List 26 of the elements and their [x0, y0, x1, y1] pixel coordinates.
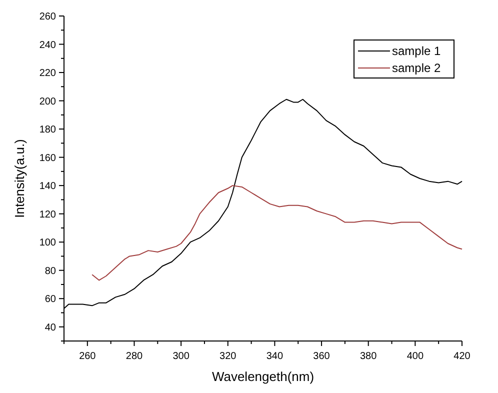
y-tick-label: 100	[39, 238, 56, 249]
x-tick-label: 280	[126, 351, 144, 362]
line-series	[92, 185, 462, 281]
x-tick-label: 360	[313, 351, 330, 362]
y-tick-label: 220	[39, 68, 56, 80]
y-tick-label: 60	[44, 294, 56, 306]
x-tick-label: 380	[360, 351, 378, 362]
y-tick-label: 80	[44, 266, 56, 277]
x-tick-label: 260	[79, 351, 96, 362]
y-tick-label: 40	[44, 322, 56, 334]
x-tick-label: 400	[406, 351, 424, 362]
x-tick-label: 340	[266, 351, 284, 362]
y-tick-label: 120	[39, 209, 56, 220]
y-tick-label: 240	[39, 40, 56, 51]
y-tick-label: 140	[39, 181, 56, 192]
x-tick-label: 320	[220, 351, 237, 362]
x-axis-title: Wavelengeth(nm)	[212, 369, 314, 384]
legend-label: sample 1	[392, 44, 442, 58]
x-tick-label: 420	[454, 351, 471, 362]
y-tick-label: 260	[39, 12, 56, 22]
y-tick-label: 160	[39, 152, 56, 164]
x-tick-label: 300	[172, 351, 190, 362]
legend-label: sample 2	[392, 61, 442, 76]
y-axis-title: Intensity(a.u.)	[12, 139, 27, 218]
y-tick-label: 180	[39, 124, 56, 136]
y-tick-label: 200	[39, 96, 56, 108]
